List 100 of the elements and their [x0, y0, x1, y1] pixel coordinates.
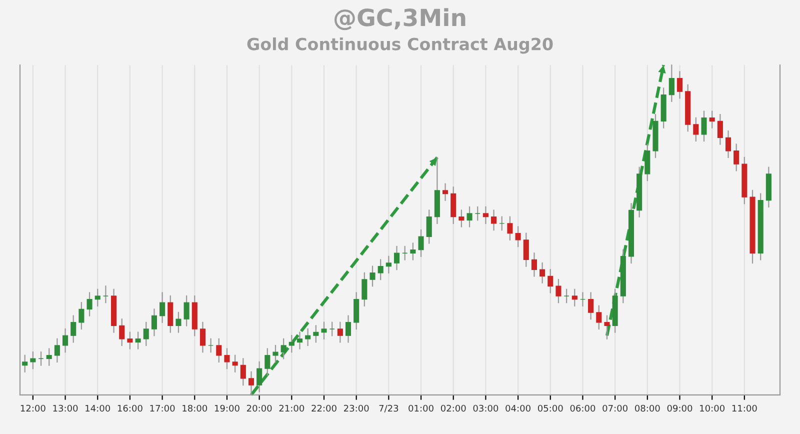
x-tick-label: 06:00 [570, 404, 596, 412]
x-tick-label: 02:00 [440, 404, 466, 412]
candlestick [644, 144, 650, 182]
candlestick [564, 288, 570, 304]
candlestick [734, 144, 740, 172]
x-tick-label: 03:00 [473, 404, 498, 412]
candlestick [466, 206, 472, 228]
candlestick [256, 361, 262, 392]
candlestick [418, 229, 424, 257]
candlestick [499, 216, 505, 231]
candlestick [442, 183, 448, 201]
candlestick [240, 358, 246, 386]
candlestick [151, 308, 157, 336]
x-tick-label: 04:00 [506, 404, 530, 412]
candlestick [184, 295, 190, 326]
candlestick [548, 269, 554, 294]
candlestick [458, 210, 464, 228]
candlestick [288, 335, 294, 353]
chart-subtitle: Gold Continuous Contract Aug20 [247, 37, 553, 54]
candlestick [507, 216, 513, 240]
candlestick [386, 256, 392, 274]
x-tick-label: 21:00 [279, 404, 304, 412]
x-tick-label: 16:00 [118, 404, 142, 412]
candlestick [200, 322, 206, 353]
candlestick [604, 315, 610, 340]
candlestick [38, 352, 44, 366]
candlestick [717, 114, 723, 145]
x-tick-label: 05:00 [538, 404, 563, 412]
x-tick-label: 7/23 [379, 404, 398, 412]
x-tick-label: 09:00 [667, 404, 692, 412]
x-tick-label: 22:00 [312, 404, 336, 412]
candlestick [296, 332, 303, 350]
candlestick [208, 338, 214, 353]
candlestick [313, 325, 319, 343]
candlestick [482, 206, 488, 224]
x-tick-label: 14:00 [86, 404, 110, 412]
candlestick [370, 266, 376, 287]
candlestick [168, 295, 174, 333]
candlestick [676, 71, 683, 99]
x-tick-label: 01:00 [408, 404, 434, 412]
x-tick-label: 18:00 [182, 404, 208, 412]
candlestick [491, 210, 497, 231]
candlestick [345, 315, 352, 343]
candlestick [378, 259, 384, 280]
candlestick [540, 262, 546, 284]
x-tick-label: 17:00 [150, 404, 175, 412]
candlestick [54, 338, 60, 363]
candlestick [701, 110, 707, 142]
x-tick-label: 23:00 [344, 404, 369, 412]
candlestick [62, 328, 68, 353]
candlestick [426, 210, 432, 244]
candlestick [272, 344, 278, 363]
candlestick [176, 312, 182, 333]
candlestick [78, 302, 84, 330]
candlestick [725, 130, 732, 158]
candlestick [531, 252, 537, 277]
candlestick [596, 305, 602, 330]
x-tick-label: 08:00 [634, 404, 660, 412]
candlestick [280, 338, 286, 360]
candlestick [394, 246, 400, 270]
x-tick-label: 12:00 [20, 404, 46, 412]
candlestick [410, 242, 416, 260]
candlestick [693, 117, 699, 142]
candlestick [321, 322, 327, 340]
candlestick [46, 348, 52, 366]
candlestick [450, 186, 456, 224]
candlestick [70, 315, 76, 343]
candlestick [337, 322, 343, 343]
candlestick [119, 318, 125, 346]
candlestick [160, 292, 166, 323]
candlestick [709, 110, 715, 128]
candlestick [135, 332, 141, 350]
chart-title: @GC,3Min [334, 8, 466, 30]
candlestick [362, 272, 368, 306]
candlestick [402, 246, 408, 260]
candlestick [580, 292, 586, 306]
candlestick [474, 206, 480, 221]
candlestick [86, 292, 92, 316]
candlestick [264, 348, 270, 376]
candlestick [102, 286, 108, 304]
candlestick [232, 354, 238, 372]
candlestick [588, 292, 594, 320]
candlestick [216, 338, 222, 363]
x-tick-label: 13:00 [53, 404, 78, 412]
candlestick [523, 232, 529, 267]
candlestick [30, 352, 36, 370]
candlestick [515, 226, 521, 248]
candlestick [94, 288, 100, 306]
x-tick-label: 07:00 [602, 404, 628, 412]
candlestick [305, 328, 311, 346]
candlestick [329, 322, 335, 336]
candlestick [354, 292, 360, 330]
candlestick [143, 322, 149, 346]
x-tick-label: 10:00 [700, 404, 724, 412]
candlestick [668, 64, 674, 102]
x-tick-label: 20:00 [246, 404, 272, 412]
candlestick [127, 332, 133, 350]
candlestick [572, 288, 578, 306]
candlestick [224, 348, 230, 370]
x-tick-label: 11:00 [732, 404, 757, 412]
